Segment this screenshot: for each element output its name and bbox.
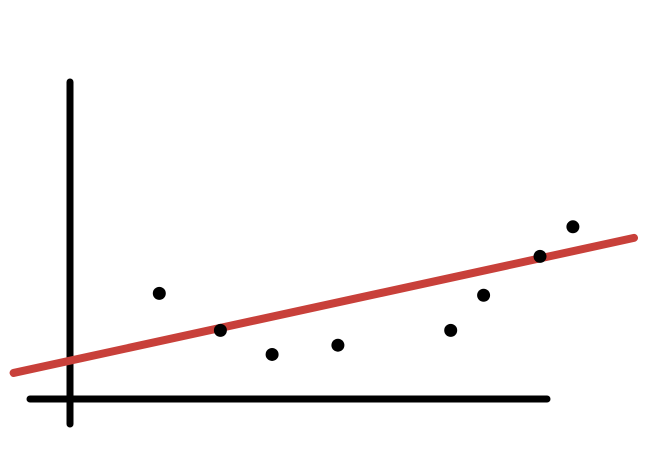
data-point <box>477 288 491 302</box>
data-point <box>331 338 345 352</box>
data-point <box>213 323 227 337</box>
data-point <box>265 347 279 361</box>
data-point <box>533 249 547 263</box>
data-point <box>152 286 166 300</box>
data-point <box>566 220 580 234</box>
data-point <box>444 323 458 337</box>
trendline-group <box>9 233 638 377</box>
data-points <box>152 220 580 361</box>
axes <box>26 78 551 428</box>
trendline <box>9 233 638 377</box>
